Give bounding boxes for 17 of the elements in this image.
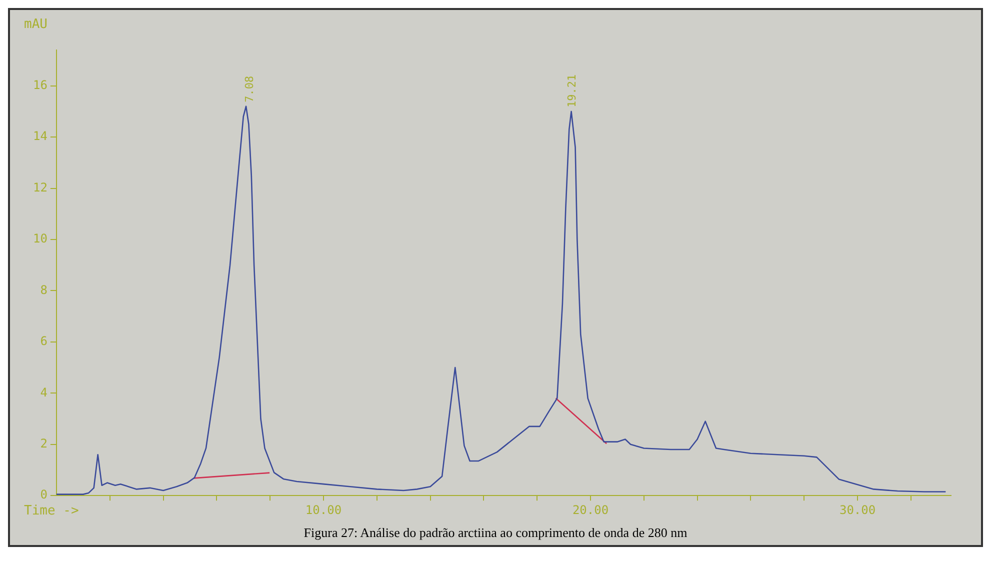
y-tick-label: 12 [32,180,48,194]
x-tick-label: 30.00 [839,502,876,517]
x-axis-title: Time -> [24,503,79,518]
x-tick-label: 10.00 [305,502,342,517]
text: Figura 27: Análise do padrão arctiina ao comprimento de onda de 280 nm [302,525,688,542]
y-tick-label: 10 [32,232,48,246]
y-tick-label: 4 [40,385,48,400]
y-tick-label: 2 [40,436,48,451]
y-tick-label: 8 [40,282,48,297]
annotation: 19.21 [565,74,578,108]
annotation: 7.08 [242,76,256,102]
y-tick-label: 16 [32,78,48,92]
x-tick-label: 20.00 [572,502,609,517]
y-tick-label: 0 [40,488,48,502]
y-tick-label: 6 [40,334,48,348]
y-tick-label: 14 [32,129,48,144]
y-axis-title: mAU [24,16,48,32]
